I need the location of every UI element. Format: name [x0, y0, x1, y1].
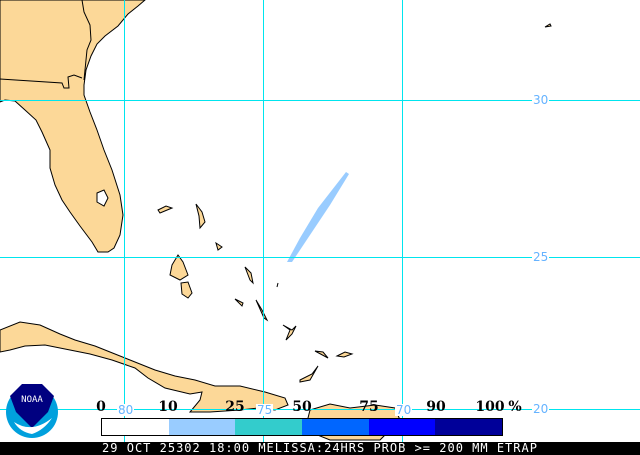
rainfall-probability-swath [287, 172, 349, 262]
legend-tick-75: 75 [359, 399, 379, 415]
noaa-logo: NOAA [6, 384, 58, 438]
legend-bin-10-25 [168, 419, 236, 435]
legend-bin-0-10 [102, 419, 169, 435]
latitude-label-30: 30 [532, 93, 550, 107]
legend-bin-90-100 [435, 419, 503, 435]
legend-tick-90: 90 [426, 399, 446, 415]
legend-tick-10: 10 [158, 399, 178, 415]
land-florida-southeast-us [0, 0, 146, 253]
legend-tick-0: 0 [96, 399, 106, 415]
longitude-label-80: 80 [117, 403, 135, 417]
noaa-logo-text: NOAA [21, 395, 43, 405]
legend-tick-25: 25 [225, 399, 245, 415]
legend-tick-50: 50 [292, 399, 312, 415]
legend-colorbar [101, 418, 503, 436]
legend-bin-50-75 [302, 419, 369, 435]
land-bahamas [157, 23, 552, 383]
footer-caption: 29 OCT 25302 18:00 MELISSA:24HRS PROB >=… [0, 442, 640, 455]
lake-okeechobee [96, 189, 109, 207]
legend-bin-25-50 [235, 419, 303, 435]
longitude-label-70: 70 [395, 403, 413, 417]
longitude-label-75: 75 [256, 403, 274, 417]
state-border [0, 0, 92, 89]
latitude-label-25: 25 [532, 250, 550, 264]
legend-tick-100: 100 [475, 399, 505, 415]
legend-unit: % [508, 399, 522, 415]
legend-bin-75-90 [368, 419, 436, 435]
latitude-label-20: 20 [532, 402, 550, 416]
